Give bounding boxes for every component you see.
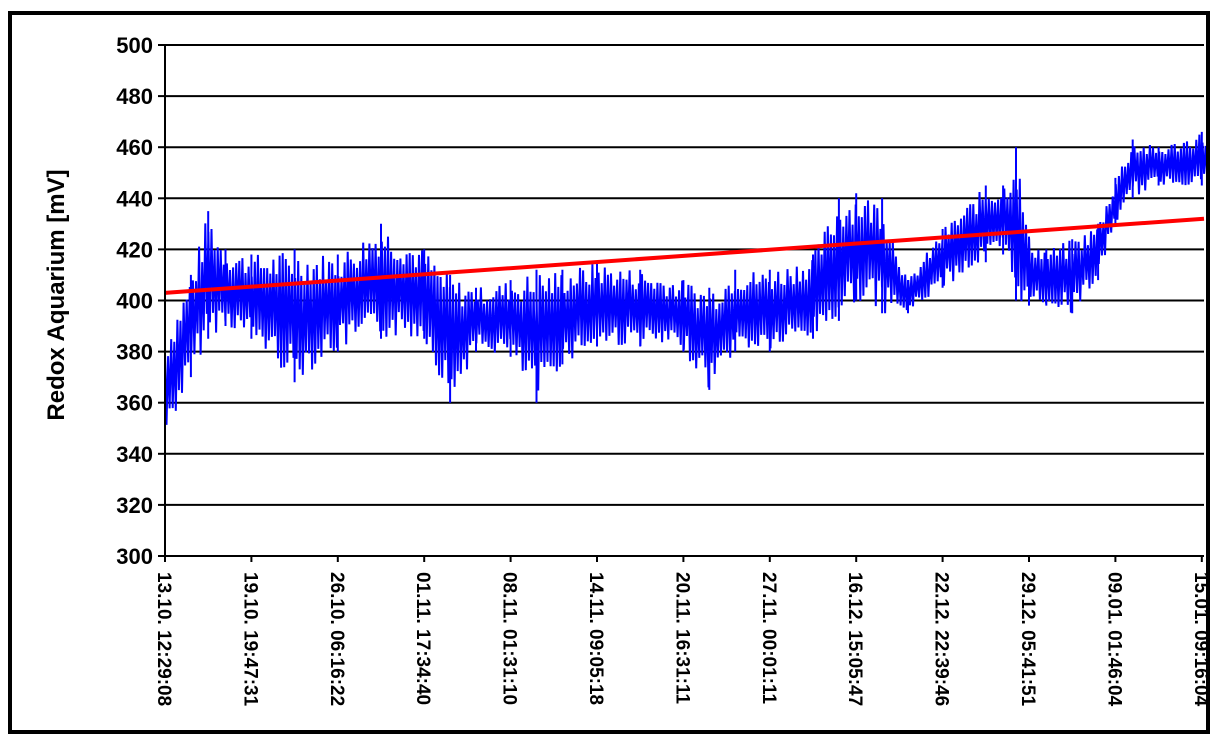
chart-frame: 300 320 340 360 380 400 420 440 460 480 500 13.10.… — [8, 11, 1210, 734]
x-tick-labels: 13.10. 12:29:08 19.10. 19:47:31 26.10. 06:… — [153, 556, 1206, 707]
x-tick-label: 26.10. 06:16:22 — [326, 572, 347, 706]
y-tick-labels: 300 320 340 360 380 400 420 440 460 480 500 — [116, 33, 165, 569]
x-tick-label: 13.10. 12:29:08 — [153, 572, 174, 706]
y-tick-label: 380 — [116, 340, 153, 365]
x-tick-label: 19.10. 19:47:31 — [239, 572, 260, 707]
series-measured-line — [164, 131, 1206, 441]
x-tick-label: 29.12. 05:41:51 — [1017, 572, 1038, 707]
x-tick-label: 15.01. 09:16:04 — [1190, 572, 1206, 707]
y-axis-label: Redox Aquarium [mV] — [43, 169, 70, 420]
x-tick-label: 16.12. 15:05:47 — [844, 572, 865, 706]
y-tick-label: 340 — [116, 442, 153, 467]
x-tick-label: 20.11. 16:31:11 — [671, 572, 692, 704]
y-tick-label: 400 — [116, 289, 153, 314]
x-tick-label: 09.01. 01:46:04 — [1103, 572, 1124, 707]
y-tick-label: 440 — [116, 186, 153, 211]
redox-line-chart: 300 320 340 360 380 400 420 440 460 480 500 13.10.… — [43, 33, 1206, 707]
y-tick-label: 320 — [116, 493, 153, 518]
x-tick-label: 14.11. 09:05:18 — [585, 572, 606, 705]
y-tick-label: 480 — [116, 84, 153, 109]
x-tick-label: 22.12. 22:39:46 — [931, 572, 952, 706]
x-tick-label: 27.11. 00:01:11 — [758, 572, 779, 704]
y-tick-label: 460 — [116, 135, 153, 160]
series-layer — [164, 131, 1206, 441]
x-tick-label: 08.11. 01:31:10 — [499, 572, 520, 705]
y-tick-label: 420 — [116, 237, 153, 262]
y-tick-label: 500 — [116, 33, 153, 58]
y-tick-label: 360 — [116, 391, 153, 416]
series-trend-line — [164, 216, 1205, 295]
y-tick-label: 300 — [116, 544, 153, 569]
x-tick-label: 01.11. 17:34:40 — [412, 572, 433, 705]
